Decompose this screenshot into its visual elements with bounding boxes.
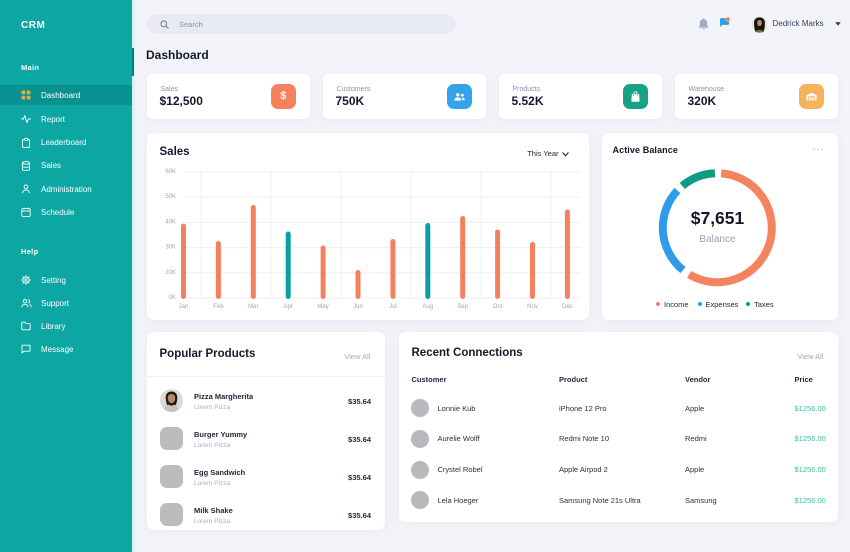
svg-text:May: May [317, 304, 328, 310]
svg-text:Jul: Jul [389, 304, 397, 310]
svg-text:Feb: Feb [213, 304, 224, 310]
svg-text:Aug: Aug [422, 304, 433, 310]
svg-text:40K: 40K [165, 219, 176, 225]
svg-text:20K: 20K [165, 270, 176, 276]
svg-text:Apr: Apr [283, 304, 292, 310]
svg-text:50K: 50K [165, 194, 176, 200]
svg-text:Oct: Oct [492, 304, 502, 310]
svg-text:0K: 0K [168, 295, 175, 301]
svg-text:30K: 30K [165, 245, 176, 251]
svg-text:Dec: Dec [562, 304, 573, 310]
svg-text:Sep: Sep [457, 304, 468, 310]
svg-text:Nov: Nov [527, 304, 538, 310]
svg-text:Mar: Mar [248, 304, 258, 310]
svg-text:Jan: Jan [178, 304, 188, 310]
svg-text:Jun: Jun [353, 304, 363, 310]
svg-text:60K: 60K [165, 169, 176, 175]
